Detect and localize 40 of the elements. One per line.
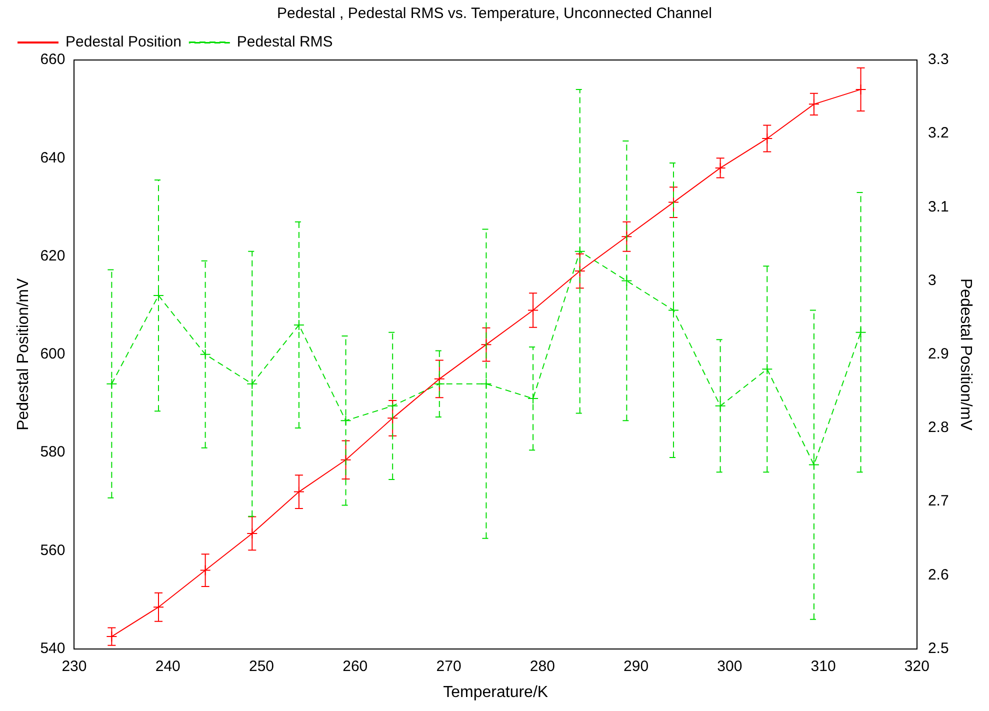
- y2-tick-label: 2.9: [928, 346, 949, 363]
- point: [762, 364, 773, 375]
- point: [106, 378, 118, 390]
- point: [246, 378, 258, 390]
- chart-title: Pedestal , Pedestal RMS vs. Temperature, Unconnected Channel: [277, 5, 712, 22]
- y-tick-label: 540: [40, 640, 66, 657]
- x-tick-label: 240: [155, 658, 180, 675]
- y2-tick-label: 2.6: [928, 566, 949, 584]
- y2-tick-label: 2.7: [928, 492, 949, 510]
- y2-tick-label: 3.2: [928, 124, 949, 142]
- point: [293, 319, 304, 330]
- x-tick-label: 270: [436, 658, 462, 675]
- legend-label: Pedestal Position: [66, 34, 182, 51]
- x-tick-label: 320: [904, 658, 930, 675]
- y2-axis-title: Pedestal Position/mV: [956, 278, 974, 431]
- y2-tick-label: 2.5: [928, 640, 949, 657]
- y-tick-label: 620: [40, 247, 66, 264]
- point: [480, 378, 492, 390]
- y-tick-label: 560: [40, 542, 66, 559]
- x-tick-label: 230: [62, 658, 87, 675]
- y-tick-label: 580: [40, 444, 66, 461]
- y2-tick-label: 2.8: [928, 419, 949, 436]
- y-tick-label: 600: [40, 346, 66, 363]
- x-axis-title: Temperature/K: [443, 684, 548, 701]
- y2-tick-label: 3.3: [928, 51, 949, 68]
- y2-tick-label: 3.1: [928, 198, 949, 216]
- legend-label: Pedestal RMS: [236, 34, 333, 51]
- x-tick-label: 300: [717, 658, 742, 675]
- x-tick-label: 310: [810, 658, 836, 675]
- y2-tick-label: 3: [928, 272, 936, 289]
- y-axis-title: Pedestal Position/mV: [15, 278, 32, 430]
- x-tick-label: 290: [624, 658, 649, 675]
- point: [528, 393, 539, 404]
- x-tick-label: 260: [342, 658, 368, 675]
- point: [200, 348, 211, 360]
- y-tick-label: 660: [40, 51, 66, 68]
- y-tick-label: 640: [40, 149, 66, 166]
- point: [808, 459, 820, 470]
- x-tick-label: 280: [530, 658, 555, 675]
- x-tick-label: 250: [248, 658, 274, 675]
